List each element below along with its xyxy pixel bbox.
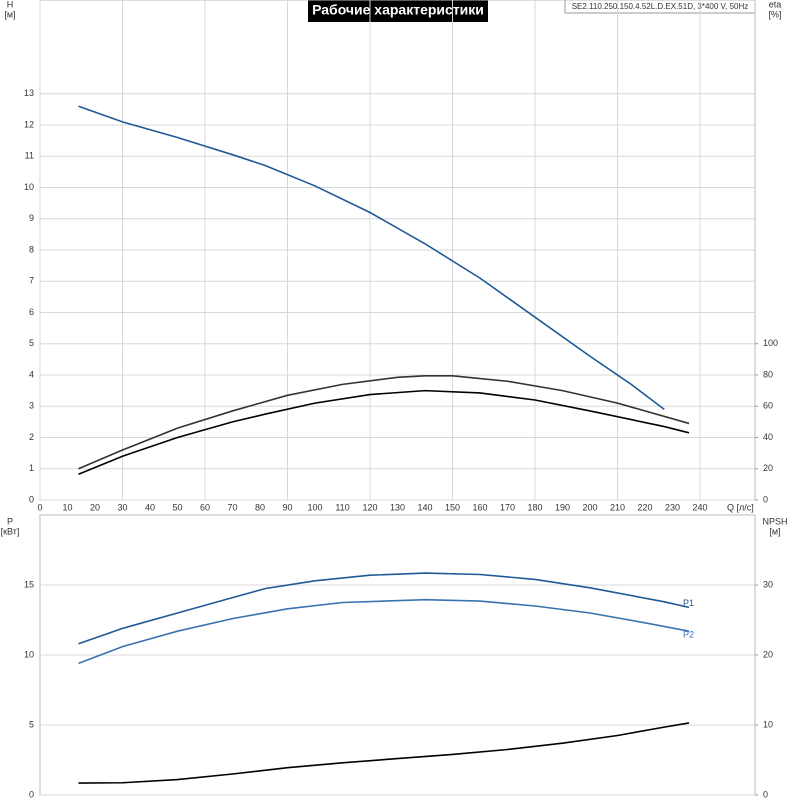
- y-tick-label: 9: [29, 213, 34, 223]
- subtitle: SE2.110.250.150.4.52L.D.EX.51D, 3*400 V,…: [572, 2, 749, 11]
- y-tick-label: 11: [25, 151, 34, 161]
- y2-axis-label: NPSH: [762, 516, 787, 526]
- curve: [78, 389, 690, 475]
- curve: [78, 572, 690, 645]
- x-tick-label: 0: [37, 502, 42, 512]
- y2-tick-label: 60: [763, 401, 773, 411]
- y-axis-unit: [м]: [4, 9, 15, 19]
- x-tick-label: 150: [445, 502, 460, 512]
- x-tick-label: 110: [335, 502, 349, 512]
- y-tick-label: 3: [29, 401, 34, 411]
- curve: [78, 598, 690, 665]
- y-tick-label: 6: [29, 307, 34, 317]
- y2-tick-label: 10: [763, 719, 773, 729]
- x-tick-label: 180: [527, 502, 542, 512]
- x-tick-label: 170: [500, 502, 515, 512]
- x-tick-label: 190: [555, 502, 570, 512]
- legend-label: P2: [683, 630, 694, 640]
- y2-tick-label: 100: [763, 338, 778, 348]
- x-tick-label: 210: [610, 502, 625, 512]
- y2-tick-label: 80: [763, 369, 773, 379]
- y2-axis-label: eta: [769, 0, 782, 9]
- x-tick-label: 50: [172, 502, 182, 512]
- y-tick-label: 4: [29, 369, 34, 379]
- x-tick-label: 240: [692, 502, 707, 512]
- y-axis-label: P: [7, 516, 13, 526]
- x-tick-label: 80: [255, 502, 265, 512]
- y2-tick-label: 30: [763, 579, 773, 589]
- x-axis-label: Q [л/с]: [727, 502, 754, 512]
- y-tick-label: 15: [24, 579, 34, 589]
- y-axis-unit: [кВт]: [1, 526, 20, 536]
- y-tick-label: 10: [24, 649, 34, 659]
- y-tick-label: 0: [29, 494, 34, 504]
- y-tick-label: 5: [29, 719, 34, 729]
- x-tick-label: 130: [390, 502, 405, 512]
- y-axis-label: H: [7, 0, 14, 9]
- x-tick-label: 120: [362, 502, 377, 512]
- y2-tick-label: 20: [763, 463, 773, 473]
- x-tick-label: 140: [417, 502, 432, 512]
- curve: [78, 105, 665, 411]
- y2-axis-unit: [м]: [769, 526, 780, 536]
- x-tick-label: 200: [582, 502, 597, 512]
- y2-tick-label: 0: [763, 789, 768, 799]
- x-tick-label: 90: [282, 502, 292, 512]
- y-tick-label: 7: [29, 276, 34, 286]
- y-tick-label: 10: [24, 182, 34, 192]
- x-tick-label: 40: [145, 502, 155, 512]
- y-tick-label: 0: [29, 789, 34, 799]
- curve: [78, 374, 690, 470]
- y-tick-label: 1: [29, 463, 34, 473]
- y-tick-label: 8: [29, 244, 34, 254]
- x-tick-label: 20: [90, 502, 100, 512]
- x-tick-label: 100: [307, 502, 322, 512]
- y-tick-label: 12: [24, 119, 34, 129]
- x-tick-label: 230: [665, 502, 680, 512]
- y-tick-label: 13: [24, 88, 34, 98]
- x-tick-label: 160: [472, 502, 487, 512]
- y2-tick-label: 40: [763, 432, 773, 442]
- x-tick-label: 10: [62, 502, 72, 512]
- y-tick-label: 2: [29, 432, 34, 442]
- curve: [78, 722, 690, 784]
- x-tick-label: 70: [227, 502, 237, 512]
- x-tick-label: 60: [200, 502, 210, 512]
- legend-label: P1: [683, 598, 694, 608]
- title-box: [308, 0, 488, 22]
- y2-tick-label: 20: [763, 649, 773, 659]
- y-tick-label: 5: [29, 338, 34, 348]
- y2-axis-unit: [%]: [768, 9, 781, 19]
- chart-title: Рабочие характеристики: [312, 2, 484, 18]
- x-tick-label: 220: [637, 502, 652, 512]
- y2-tick-label: 0: [763, 494, 768, 504]
- x-tick-label: 30: [117, 502, 127, 512]
